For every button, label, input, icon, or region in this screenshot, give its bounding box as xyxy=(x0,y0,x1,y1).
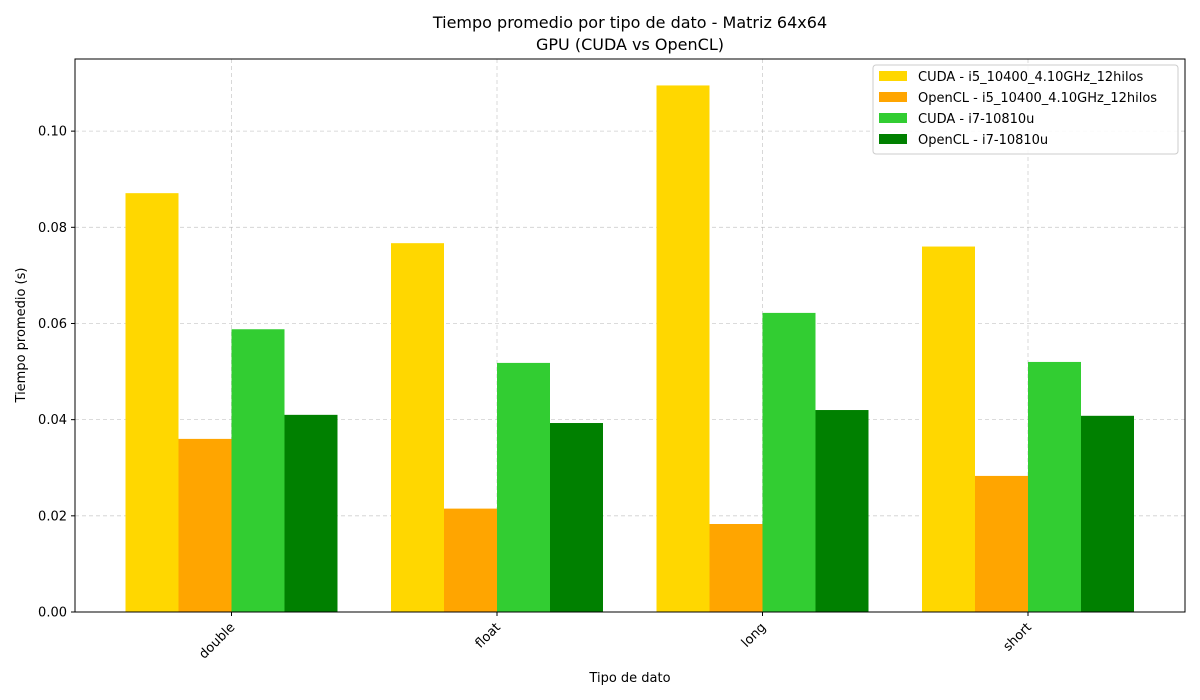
bar xyxy=(815,410,869,612)
bar xyxy=(975,475,1028,612)
bar xyxy=(1028,361,1081,612)
bar xyxy=(922,246,975,612)
bar xyxy=(125,193,179,613)
bar xyxy=(391,243,444,613)
x-tick-label: float xyxy=(473,620,504,651)
y-axis: 0.00 0.02 0.04 0.06 0.08 0.10 xyxy=(38,125,75,621)
y-tick-label: 0.00 xyxy=(38,606,67,621)
bar xyxy=(284,414,338,612)
bar xyxy=(444,508,497,612)
bar xyxy=(1081,415,1134,612)
chart-title: Tiempo promedio por tipo de dato - Matri… xyxy=(432,13,827,32)
legend-box xyxy=(872,64,1179,155)
y-tick-label: 0.06 xyxy=(38,317,67,332)
y-tick-label: 0.02 xyxy=(38,509,67,524)
legend-label: CUDA - i7-10810u xyxy=(918,112,1034,127)
x-tick-label: double xyxy=(196,620,238,662)
x-axis-label: Tipo de dato xyxy=(588,671,670,686)
legend-swatch xyxy=(879,71,907,81)
x-axis: double float long short xyxy=(196,612,1035,662)
bar xyxy=(656,85,710,613)
legend-label: OpenCL - i5_10400_4.10GHz_12hilos xyxy=(918,91,1157,106)
legend: CUDA - i5_10400_4.10GHz_12hilos OpenCL - … xyxy=(872,64,1179,155)
y-axis-label: Tiempo promedio (s) xyxy=(14,268,29,404)
legend-label: CUDA - i5_10400_4.10GHz_12hilos xyxy=(918,70,1144,85)
bar xyxy=(709,524,763,612)
legend-swatch xyxy=(879,113,907,123)
bars xyxy=(125,85,1134,613)
legend-swatch xyxy=(879,92,907,102)
legend-swatch xyxy=(879,134,907,144)
plot-frame xyxy=(74,58,1186,613)
bar xyxy=(178,438,232,612)
y-tick-label: 0.04 xyxy=(38,413,67,428)
bar xyxy=(550,423,603,612)
legend-label: OpenCL - i7-10810u xyxy=(918,133,1048,148)
bar xyxy=(762,312,816,612)
chart-subtitle: GPU (CUDA vs OpenCL) xyxy=(536,35,724,54)
y-tick-label: 0.10 xyxy=(38,125,67,140)
x-tick-label: long xyxy=(739,620,769,650)
bar xyxy=(497,362,550,612)
x-tick-label: short xyxy=(1001,620,1035,654)
bar xyxy=(231,329,285,612)
y-tick-label: 0.08 xyxy=(38,221,67,236)
